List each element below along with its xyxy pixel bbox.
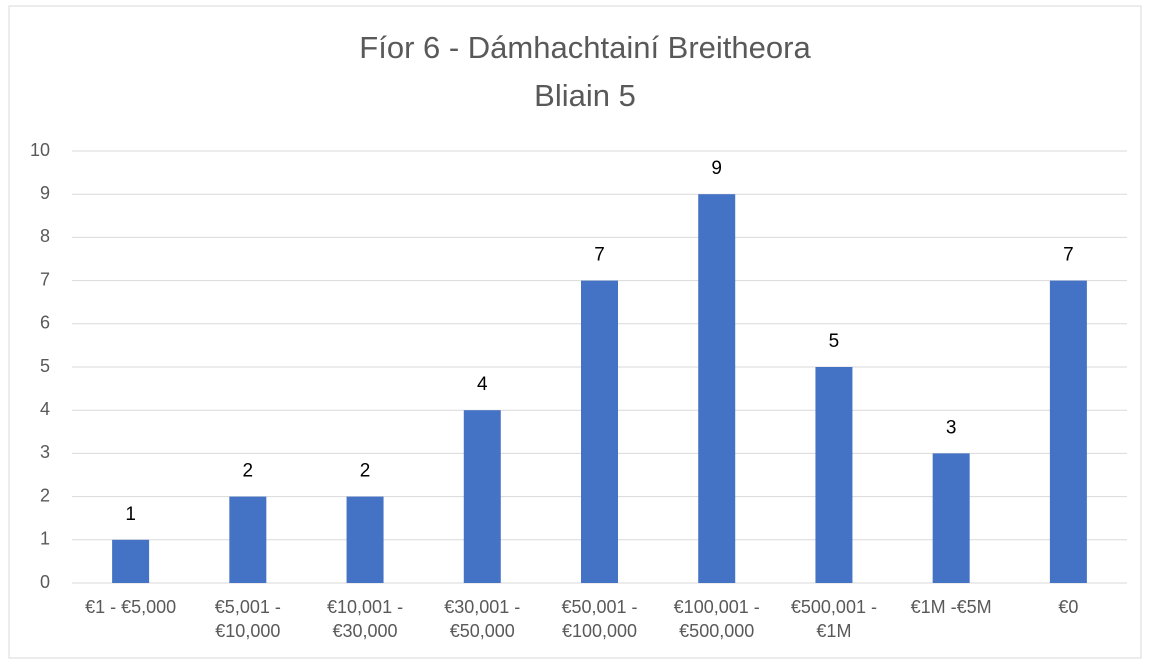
x-tick-label: €0 xyxy=(1058,597,1079,617)
bar xyxy=(581,280,618,583)
chart-border xyxy=(8,5,1142,659)
y-tick-label: 2 xyxy=(40,485,50,505)
y-tick-label: 0 xyxy=(40,572,50,592)
y-tick-label: 10 xyxy=(30,140,50,160)
y-tick-label: 3 xyxy=(40,442,50,462)
data-label: 4 xyxy=(477,374,488,395)
data-label: 2 xyxy=(360,461,371,482)
x-tick-label: €1M -€5M xyxy=(910,597,992,617)
bar xyxy=(463,410,501,583)
data-label: 1 xyxy=(125,504,136,525)
bar xyxy=(815,367,853,583)
bar xyxy=(1049,280,1087,583)
bar xyxy=(112,539,150,583)
bar xyxy=(229,496,267,583)
y-tick-label: 5 xyxy=(40,356,50,376)
bar xyxy=(346,496,384,583)
y-tick-label: 6 xyxy=(40,313,50,333)
x-tick-label: €5,001 - €10,000 xyxy=(214,597,281,641)
x-tick-label: €100,001 - €500,000 xyxy=(673,597,760,641)
x-tick-label: €30,001 - €50,000 xyxy=(444,597,521,641)
data-label: 9 xyxy=(711,158,722,179)
data-label: 5 xyxy=(829,331,840,352)
bar xyxy=(932,453,970,583)
bar xyxy=(698,194,736,583)
y-tick-label: 4 xyxy=(40,399,50,419)
y-tick-label: 8 xyxy=(40,226,50,246)
y-tick-label: 7 xyxy=(40,269,50,289)
chart-title: Fíor 6 - Dámhachtainí Breitheora xyxy=(359,30,811,65)
x-tick-label: €50,001 - €100,000 xyxy=(561,597,638,641)
x-tick-label: €10,001 - €30,000 xyxy=(327,597,404,641)
data-label: 7 xyxy=(594,245,605,266)
y-tick-label: 1 xyxy=(40,529,50,549)
y-tick-label: 9 xyxy=(40,183,50,203)
x-tick-label: €1 - €5,000 xyxy=(85,597,177,617)
data-label: 3 xyxy=(946,417,957,438)
chart-subtitle: Bliain 5 xyxy=(534,78,636,113)
data-label: 7 xyxy=(1063,245,1074,266)
x-tick-label: €500,001 - €1M xyxy=(790,597,877,641)
data-label: 2 xyxy=(243,461,254,482)
